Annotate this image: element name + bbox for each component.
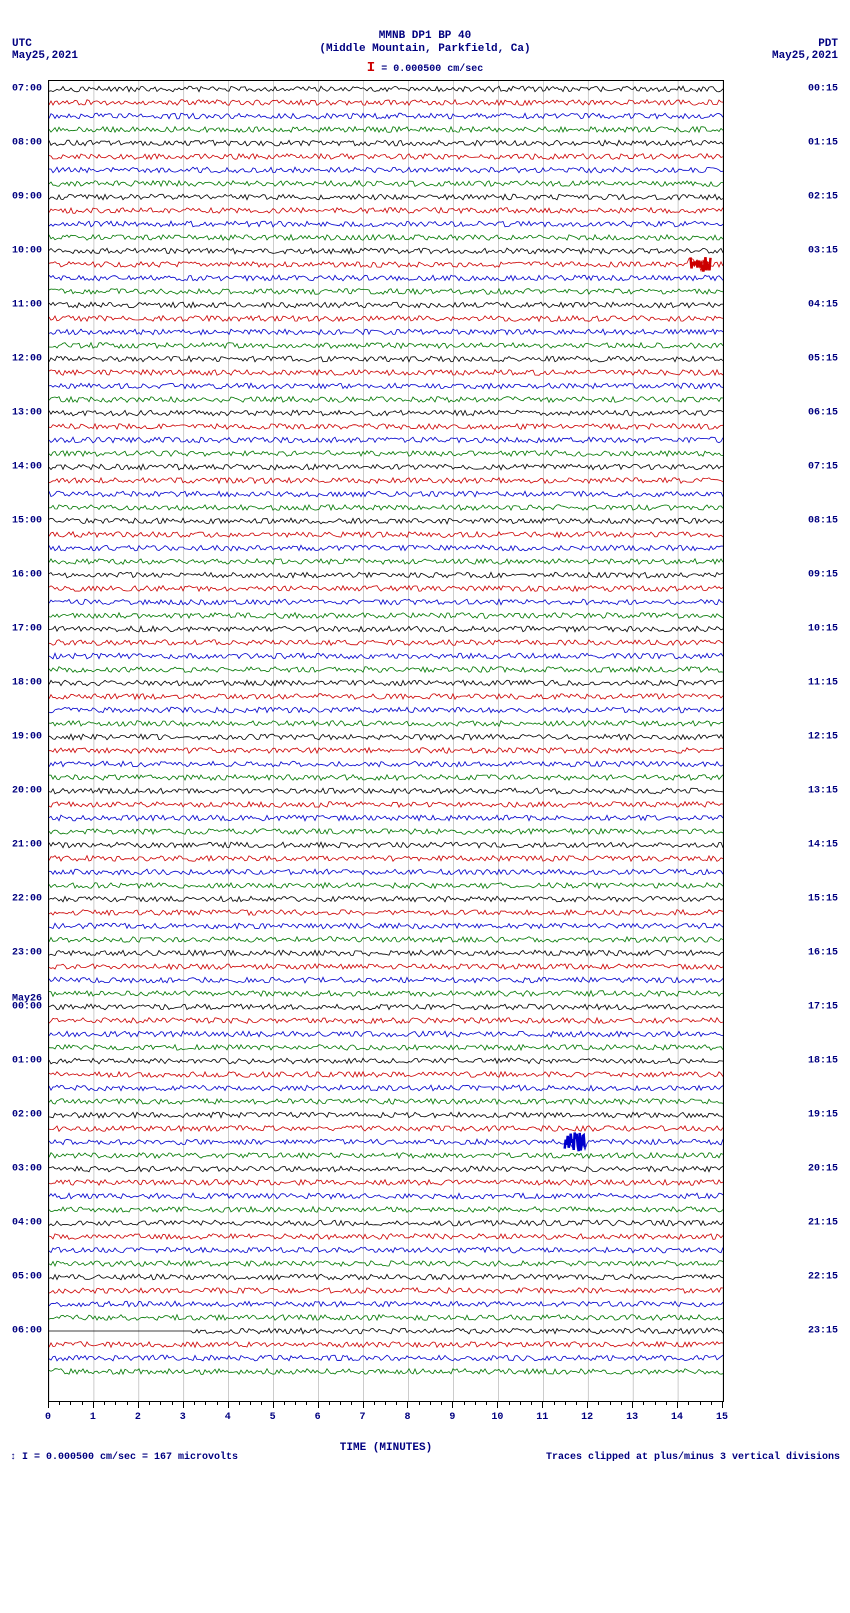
time-label: 15:00 (12, 516, 42, 527)
x-tick-label: 4 (225, 1412, 231, 1423)
time-label: 18:15 (808, 1056, 838, 1067)
time-label: 04:15 (808, 300, 838, 311)
time-label: 16:00 (12, 570, 42, 581)
x-tick-label: 7 (360, 1412, 366, 1423)
time-label: 02:00 (12, 1110, 42, 1121)
time-label: 20:00 (12, 786, 42, 797)
time-label: 08:00 (12, 138, 42, 149)
time-label: 10:15 (808, 624, 838, 635)
time-label: 00:00 (12, 1002, 42, 1013)
time-label: 10:00 (12, 246, 42, 257)
time-label: 06:00 (12, 1326, 42, 1337)
time-label: 16:15 (808, 948, 838, 959)
x-tick-label: 1 (90, 1412, 96, 1423)
time-label: 02:15 (808, 192, 838, 203)
tz-right: PDT (772, 38, 838, 50)
date-right: May25,2021 (772, 50, 838, 62)
time-label: 06:15 (808, 408, 838, 419)
time-label: 09:00 (12, 192, 42, 203)
seismogram-plot (48, 80, 724, 1402)
time-label: 07:00 (12, 84, 42, 95)
time-label: 09:15 (808, 570, 838, 581)
x-tick-label: 14 (671, 1412, 683, 1423)
time-label: 18:00 (12, 678, 42, 689)
time-label: 03:00 (12, 1164, 42, 1175)
x-axis-label: TIME (MINUTES) (48, 1422, 724, 1454)
x-axis: 0123456789101112131415 TIME (MINUTES) (48, 1402, 724, 1432)
time-label: 23:15 (808, 1326, 838, 1337)
time-label: 19:15 (808, 1110, 838, 1121)
header-left: UTC May25,2021 (12, 38, 78, 62)
time-label: 11:00 (12, 300, 42, 311)
x-tick-label: 15 (716, 1412, 728, 1423)
time-label: 05:15 (808, 354, 838, 365)
x-tick-label: 3 (180, 1412, 186, 1423)
seismogram-svg (49, 81, 723, 1401)
time-label: 12:00 (12, 354, 42, 365)
time-label: 11:15 (808, 678, 838, 689)
time-label: 13:00 (12, 408, 42, 419)
time-label: 19:00 (12, 732, 42, 743)
x-tick-label: 0 (45, 1412, 51, 1423)
time-label: 23:00 (12, 948, 42, 959)
time-label: 13:15 (808, 786, 838, 797)
time-label: 12:15 (808, 732, 838, 743)
time-label: 20:15 (808, 1164, 838, 1175)
x-tick-label: 12 (581, 1412, 593, 1423)
x-tick-label: 13 (626, 1412, 638, 1423)
time-label: 21:15 (808, 1218, 838, 1229)
x-tick-label: 9 (449, 1412, 455, 1423)
time-label: 14:15 (808, 840, 838, 851)
x-tick-label: 10 (491, 1412, 503, 1423)
time-label: 00:15 (808, 84, 838, 95)
x-tick-label: 11 (536, 1412, 548, 1423)
time-label: 07:15 (808, 462, 838, 473)
time-label: 05:00 (12, 1272, 42, 1283)
time-label: 22:00 (12, 894, 42, 905)
header-right: PDT May25,2021 (772, 38, 838, 62)
time-label: 17:00 (12, 624, 42, 635)
time-label: 17:15 (808, 1002, 838, 1013)
tz-left: UTC (12, 38, 78, 50)
time-label: 03:15 (808, 246, 838, 257)
time-label: 21:00 (12, 840, 42, 851)
x-tick-label: 8 (404, 1412, 410, 1423)
chart-header: UTC May25,2021 MMNB DP1 BP 40 (Middle Mo… (0, 0, 850, 80)
time-label: 14:00 (12, 462, 42, 473)
time-label: 08:15 (808, 516, 838, 527)
date-left: May25,2021 (12, 50, 78, 62)
time-label: 15:15 (808, 894, 838, 905)
x-tick-label: 2 (135, 1412, 141, 1423)
x-tick-label: 5 (270, 1412, 276, 1423)
station-title: MMNB DP1 BP 40 (0, 30, 850, 43)
scale-indicator: I = 0.000500 cm/sec (0, 60, 850, 76)
time-label: 04:00 (12, 1218, 42, 1229)
time-label: 01:15 (808, 138, 838, 149)
time-label: 22:15 (808, 1272, 838, 1283)
x-tick-label: 6 (315, 1412, 321, 1423)
location-title: (Middle Mountain, Parkfield, Ca) (0, 43, 850, 56)
time-label: 01:00 (12, 1056, 42, 1067)
